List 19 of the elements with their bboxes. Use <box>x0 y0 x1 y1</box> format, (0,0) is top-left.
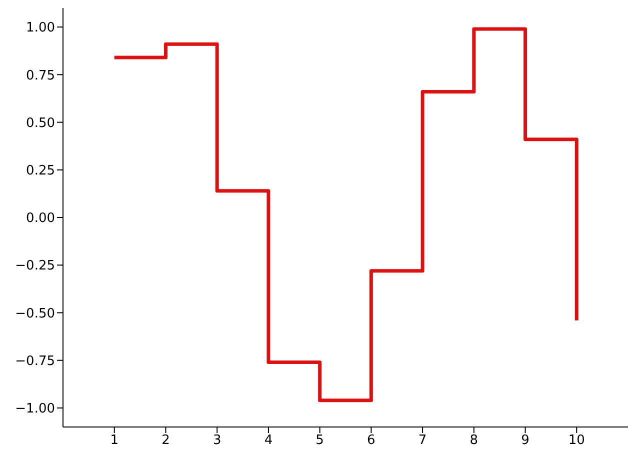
x-tick-label: 3 <box>212 433 222 448</box>
y-tick-label: 0.50 <box>26 116 55 131</box>
x-tick-label: 10 <box>568 433 585 448</box>
x-tick-label: 1 <box>110 433 119 448</box>
x-tick-label: 6 <box>367 433 376 448</box>
y-tick-label: −0.50 <box>15 306 55 322</box>
x-tick-label: 7 <box>418 433 427 448</box>
y-tick-label: 0.00 <box>26 211 55 226</box>
x-tick-label: 8 <box>470 433 478 448</box>
x-tick-label: 2 <box>162 433 170 448</box>
x-tick-label: 5 <box>316 433 324 448</box>
y-tick-label: 0.75 <box>26 68 55 84</box>
x-tick-label: 4 <box>264 433 273 448</box>
x-tick-label: 9 <box>521 433 530 448</box>
y-tick-label: −1.00 <box>15 402 55 417</box>
y-tick-label: 1.00 <box>26 20 55 36</box>
y-tick-label: −0.25 <box>15 258 55 274</box>
y-tick-label: −0.75 <box>15 354 55 369</box>
y-tick-label: 0.25 <box>26 164 55 178</box>
